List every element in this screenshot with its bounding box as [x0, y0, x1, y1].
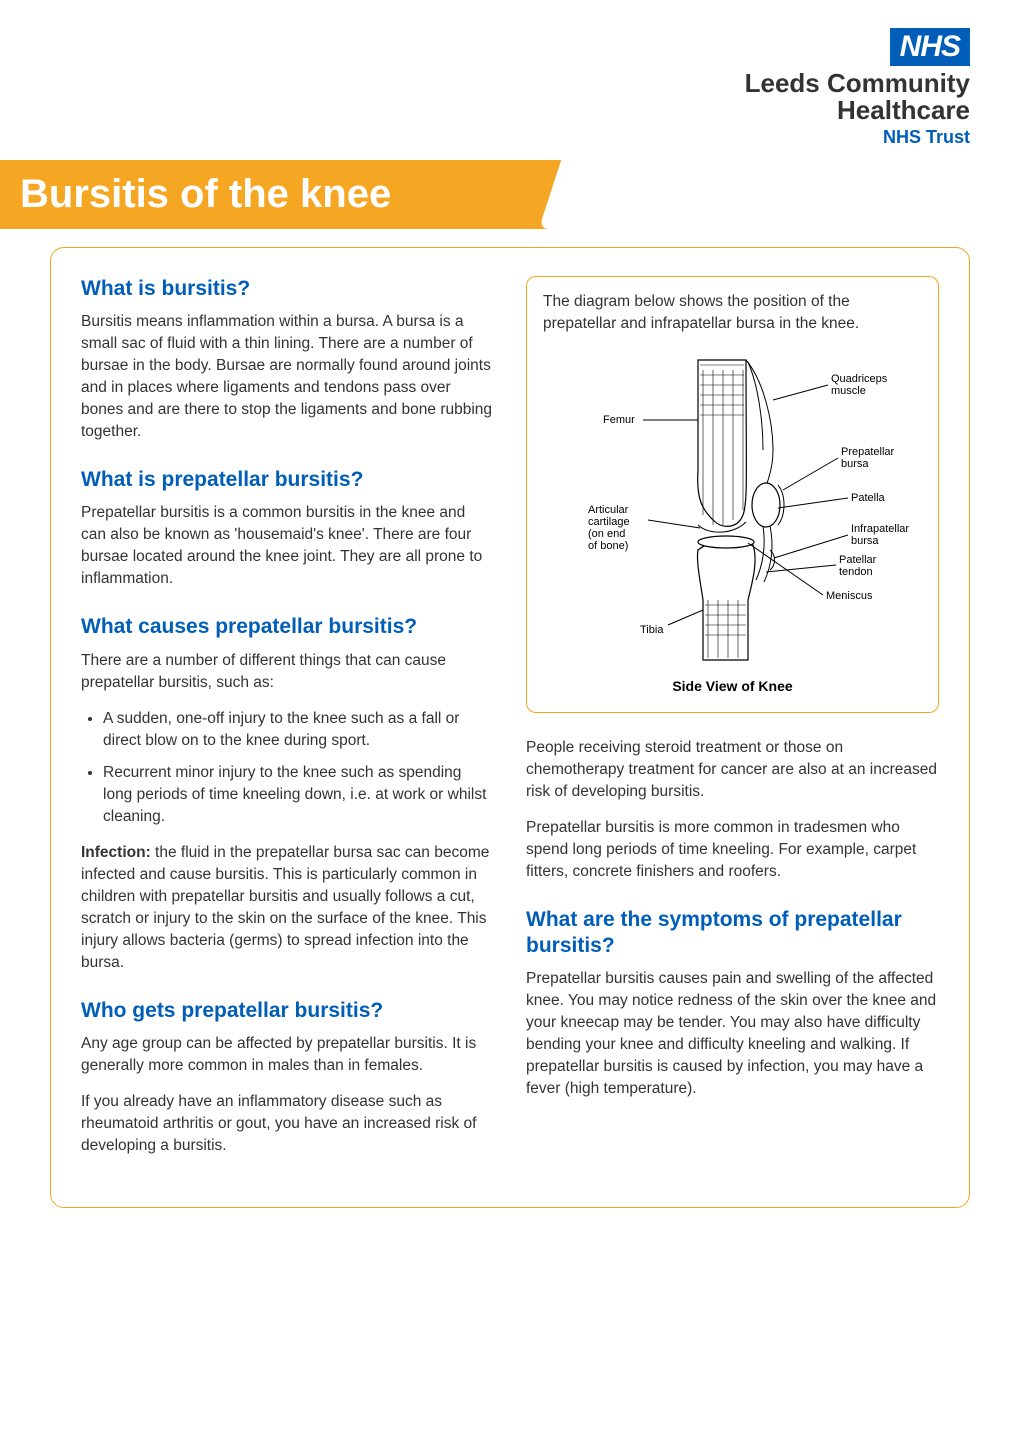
- body-who-gets-2: If you already have an inflammatory dise…: [81, 1091, 494, 1157]
- body-right-p1: People receiving steroid treatment or th…: [526, 737, 939, 803]
- body-what-causes-intro: There are a number of different things t…: [81, 650, 494, 694]
- label-patella: Patella: [851, 492, 886, 504]
- causes-list: A sudden, one-off injury to the knee suc…: [81, 708, 494, 828]
- label-quad-1: Quadriceps: [831, 373, 888, 385]
- heading-what-causes: What causes prepatellar bursitis?: [81, 614, 494, 639]
- label-articular-2: cartilage: [588, 516, 630, 528]
- right-column: The diagram below shows the position of …: [526, 276, 939, 1171]
- heading-symptoms: What are the symptoms of prepatellar bur…: [526, 907, 939, 957]
- page-title-text: Bursitis of the knee: [20, 172, 391, 216]
- body-symptoms: Prepatellar bursitis causes pain and swe…: [526, 968, 939, 1100]
- diagram-title: Side View of Knee: [543, 678, 922, 694]
- nhs-logo: NHS: [890, 28, 970, 66]
- infection-body: the fluid in the prepatellar bursa sac c…: [81, 844, 489, 971]
- logo-org-line2: Healthcare: [745, 97, 970, 124]
- logo-org-line1: Leeds Community: [745, 70, 970, 97]
- cause-item-2: Recurrent minor injury to the knee such …: [103, 762, 494, 828]
- label-articular-1: Articular: [588, 504, 629, 516]
- label-articular-3: (on end: [588, 528, 625, 540]
- logo-trust: NHS Trust: [745, 127, 970, 148]
- label-articular-4: of bone): [588, 540, 628, 552]
- label-meniscus: Meniscus: [826, 590, 873, 602]
- knee-diagram-box: The diagram below shows the position of …: [526, 276, 939, 713]
- cause-item-1: A sudden, one-off injury to the knee suc…: [103, 708, 494, 752]
- label-tibia: Tibia: [640, 624, 664, 636]
- heading-what-is-bursitis: What is bursitis?: [81, 276, 494, 301]
- label-infra-1: Infrapatellar: [851, 523, 909, 535]
- content-card: What is bursitis? Bursitis means inflamm…: [50, 247, 970, 1208]
- page-title: Bursitis of the knee: [0, 160, 580, 229]
- infection-label: Infection:: [81, 844, 151, 861]
- body-what-is-prepatellar: Prepatellar bursitis is a common bursiti…: [81, 502, 494, 590]
- knee-diagram: Femur Articular cartilage (on end of bon…: [548, 350, 918, 670]
- label-femur: Femur: [603, 414, 635, 426]
- body-who-gets-1: Any age group can be affected by prepate…: [81, 1033, 494, 1077]
- diagram-caption: The diagram below shows the position of …: [543, 291, 922, 334]
- body-right-p2: Prepatellar bursitis is more common in t…: [526, 817, 939, 883]
- label-prepatellar-1: Prepatellar: [841, 446, 895, 458]
- label-tendon-1: Patellar: [839, 554, 877, 566]
- document-page: NHS Leeds Community Healthcare NHS Trust…: [0, 0, 1020, 1248]
- label-infra-2: bursa: [851, 535, 879, 547]
- label-prepatellar-2: bursa: [841, 458, 869, 470]
- nhs-logo-block: NHS Leeds Community Healthcare NHS Trust: [745, 28, 970, 148]
- body-infection: Infection: the fluid in the prepatellar …: [81, 842, 494, 974]
- heading-what-is-prepatellar: What is prepatellar bursitis?: [81, 467, 494, 492]
- body-what-is-bursitis: Bursitis means inflammation within a bur…: [81, 311, 494, 443]
- label-tendon-2: tendon: [839, 566, 873, 578]
- heading-who-gets: Who gets prepatellar bursitis?: [81, 998, 494, 1023]
- left-column: What is bursitis? Bursitis means inflamm…: [81, 276, 494, 1171]
- label-quad-2: muscle: [831, 385, 866, 397]
